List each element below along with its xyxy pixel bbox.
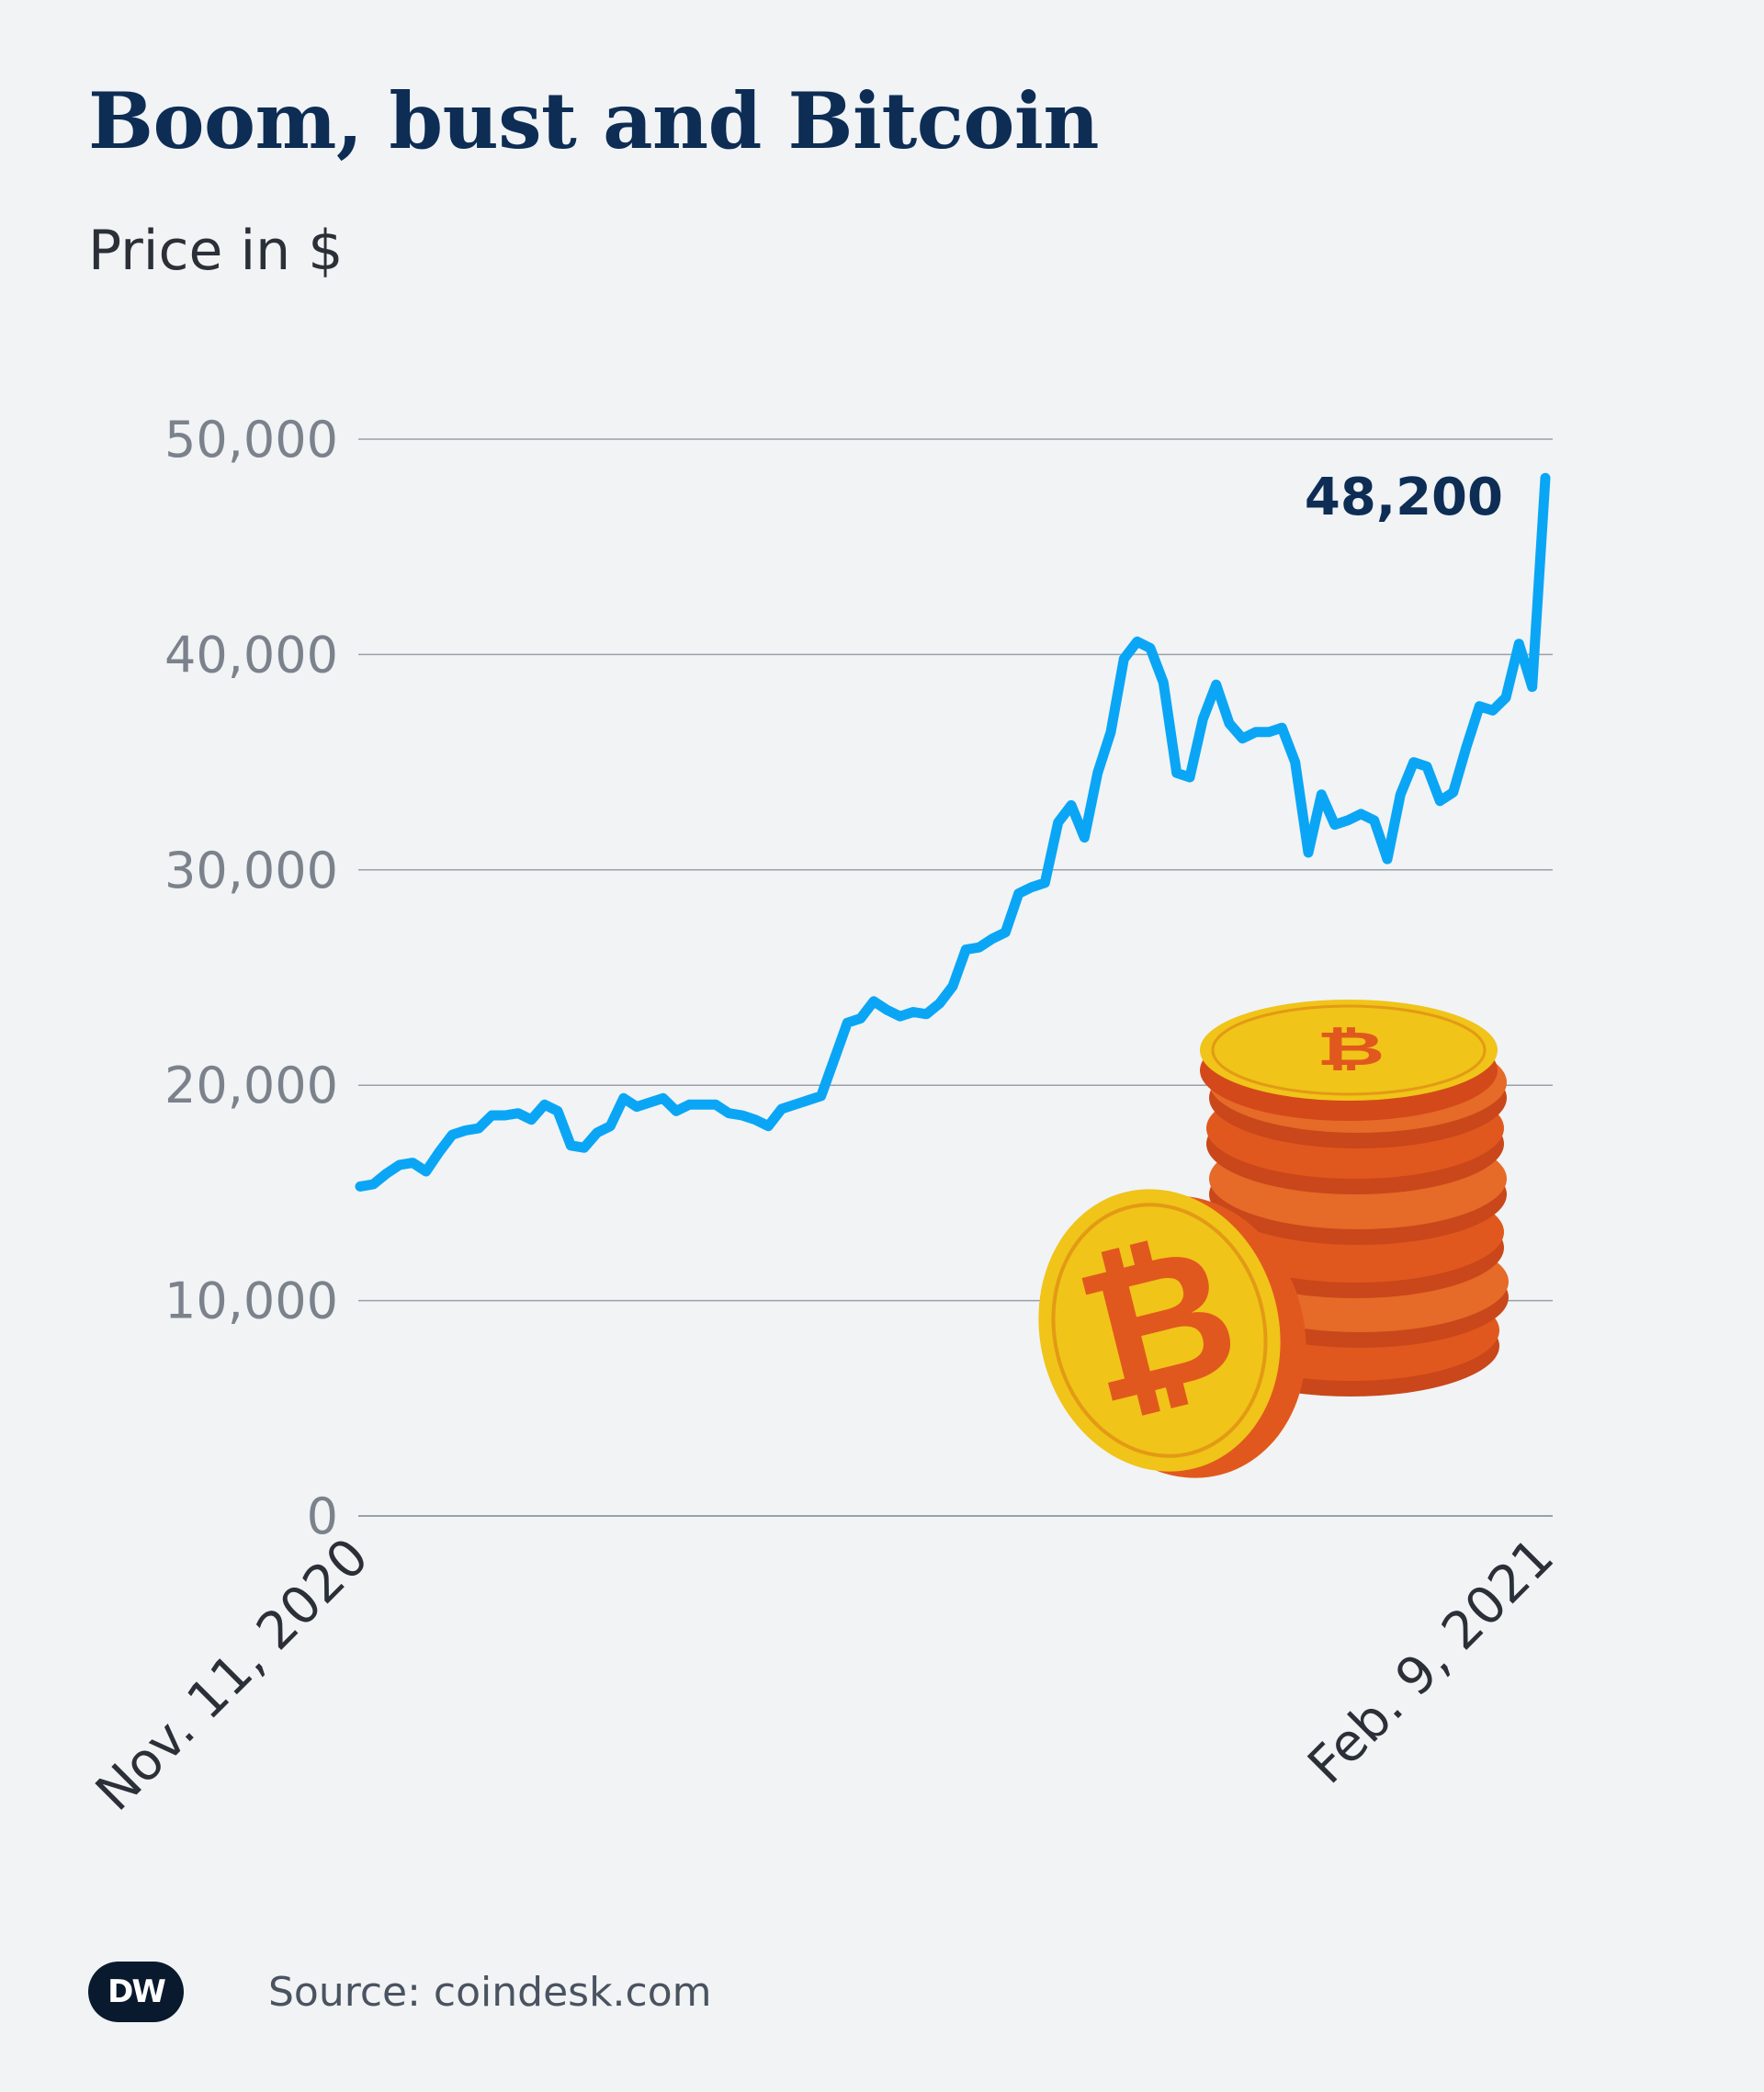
chart-title: Boom, bust and Bitcoin [88, 75, 1099, 166]
x-axis-ticks: Nov. 11, 2020 Feb. 9, 2021 [85, 1527, 1566, 1823]
y-tick-label: 0 [307, 1487, 338, 1545]
dw-logo: DW [88, 1962, 184, 2022]
peak-value-label: 48,200 [1305, 468, 1503, 527]
svg-text:₿: ₿ [1317, 1022, 1385, 1076]
y-tick-label: 20,000 [164, 1057, 338, 1114]
y-axis-ticks: 0 10,000 20,000 30,000 40,000 50,000 [164, 411, 338, 1545]
y-tick-label: 10,000 [164, 1272, 338, 1330]
dw-logo-text: DW [107, 1973, 166, 2010]
price-series-line [355, 472, 1551, 1192]
y-tick-label: 30,000 [164, 842, 338, 899]
y-tick-label: 50,000 [164, 411, 338, 469]
source-note: Source: coindesk.com [268, 1968, 712, 2016]
footer: DW Source: coindesk.com [88, 1961, 712, 2023]
x-tick-label: Feb. 9, 2021 [1297, 1527, 1566, 1795]
chart-subtitle: Price in $ [88, 219, 344, 283]
bitcoin-coins-icon: ₿ ₿ [1038, 1000, 1509, 1478]
x-tick-label: Nov. 11, 2020 [85, 1527, 380, 1823]
line-chart: 0 10,000 20,000 30,000 40,000 50,000 Nov. 11,… [85, 411, 1566, 1823]
y-tick-label: 40,000 [164, 626, 338, 684]
